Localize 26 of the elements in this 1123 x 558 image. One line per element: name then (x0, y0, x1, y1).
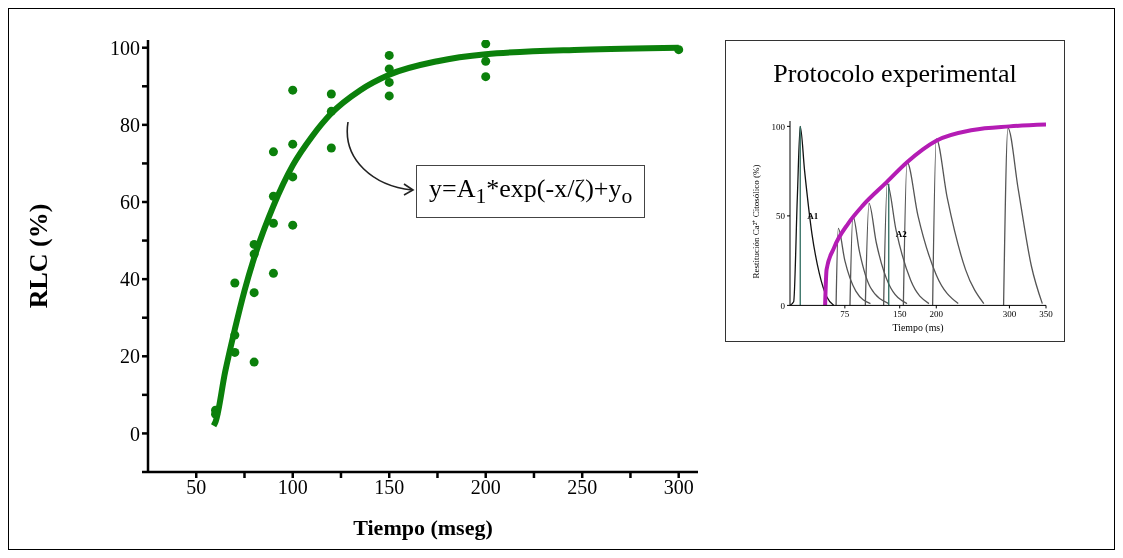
y-tick-label: 0 (780, 300, 786, 311)
x-axis-title: Tiempo (mseg) (353, 515, 493, 540)
y-tick-label: 20 (120, 345, 140, 368)
annotation: y=A$_{1}$*exp(-x/ζ)+y$_{o}$ (416, 165, 646, 219)
y-tick-label: 100 (110, 36, 140, 59)
y-tick-label: 0 (130, 422, 140, 445)
chart-title: Protocolo experimental (772, 59, 1018, 89)
x-axis-title: Tiempo (ms) (892, 322, 944, 334)
x-tick-label: 50 (186, 476, 207, 499)
x-tick-label: 200 (470, 476, 501, 499)
x-tick-label: 150 (892, 308, 907, 319)
x-tick-label: 150 (374, 476, 405, 499)
y-tick-label: 60 (120, 191, 140, 214)
y-tick-label: 80 (120, 113, 140, 136)
x-tick-label: 300 (1002, 308, 1017, 319)
y-tick-label: 100 (771, 121, 786, 132)
y-axis-title: RLC (%) (24, 203, 54, 309)
x-tick-label: 350 (1039, 308, 1054, 319)
x-tick-label: 300 (663, 476, 694, 499)
x-tick-label: 100 (277, 476, 308, 499)
y-tick-label: 40 (120, 268, 140, 291)
x-tick-label: 75 (840, 308, 850, 319)
y-axis-title: Restitución Ca²⁺ Citosólico (%) (750, 163, 762, 281)
x-tick-label: 200 (929, 308, 944, 319)
x-tick-label: 250 (567, 476, 598, 499)
y-tick-label: 50 (776, 211, 786, 222)
